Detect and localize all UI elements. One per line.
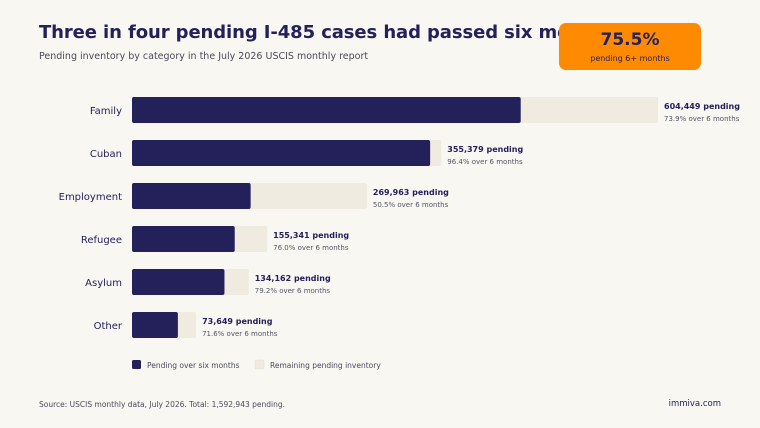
category-label: Employment [59,192,122,203]
share-label: 96.4% over 6 months [447,158,523,166]
legend-swatch-over-six-months [132,360,141,369]
brand-link[interactable]: immiva.com [668,399,721,409]
bar-over-six-months-refugee [132,226,235,252]
kpi-badge: 75.5% pending 6+ months [559,23,701,70]
bar-over-six-months-cuban [132,140,431,166]
legend-label-remaining: Remaining pending inventory [270,361,381,370]
share-label: 71.6% over 6 months [202,330,278,338]
share-label: 50.5% over 6 months [373,201,449,209]
kpi-value: 75.5% [600,30,660,50]
bar-over-six-months-other [132,312,178,338]
bar-over-six-months-employment [132,183,251,209]
value-label: 155,341 pending [273,231,349,240]
value-label: 73,649 pending [202,317,273,326]
bar-over-six-months-asylum [132,269,225,295]
chart-subtitle: Pending inventory by category in the Jul… [39,51,369,62]
category-label: Refugee [81,235,122,246]
value-label: 134,162 pending [255,274,331,283]
share-label: 73.9% over 6 months [664,115,740,123]
kpi-label: pending 6+ months [590,54,670,63]
bar-over-six-months-family [132,97,521,123]
value-label: 355,379 pending [447,145,523,154]
category-label: Family [90,106,122,117]
value-label: 604,449 pending [664,102,740,111]
legend-swatch-remaining [254,359,265,370]
category-label: Other [94,321,123,332]
category-label: Cuban [90,149,122,160]
legend-label-over-six-months: Pending over six months [147,361,240,370]
source-note: Source: USCIS monthly data, July 2026. T… [39,400,286,409]
value-label: 269,963 pending [373,188,449,197]
share-label: 79.2% over 6 months [255,287,331,295]
chart-title: Three in four pending I-485 cases had pa… [39,22,614,43]
share-label: 76.0% over 6 months [273,244,349,252]
category-label: Asylum [85,278,122,289]
